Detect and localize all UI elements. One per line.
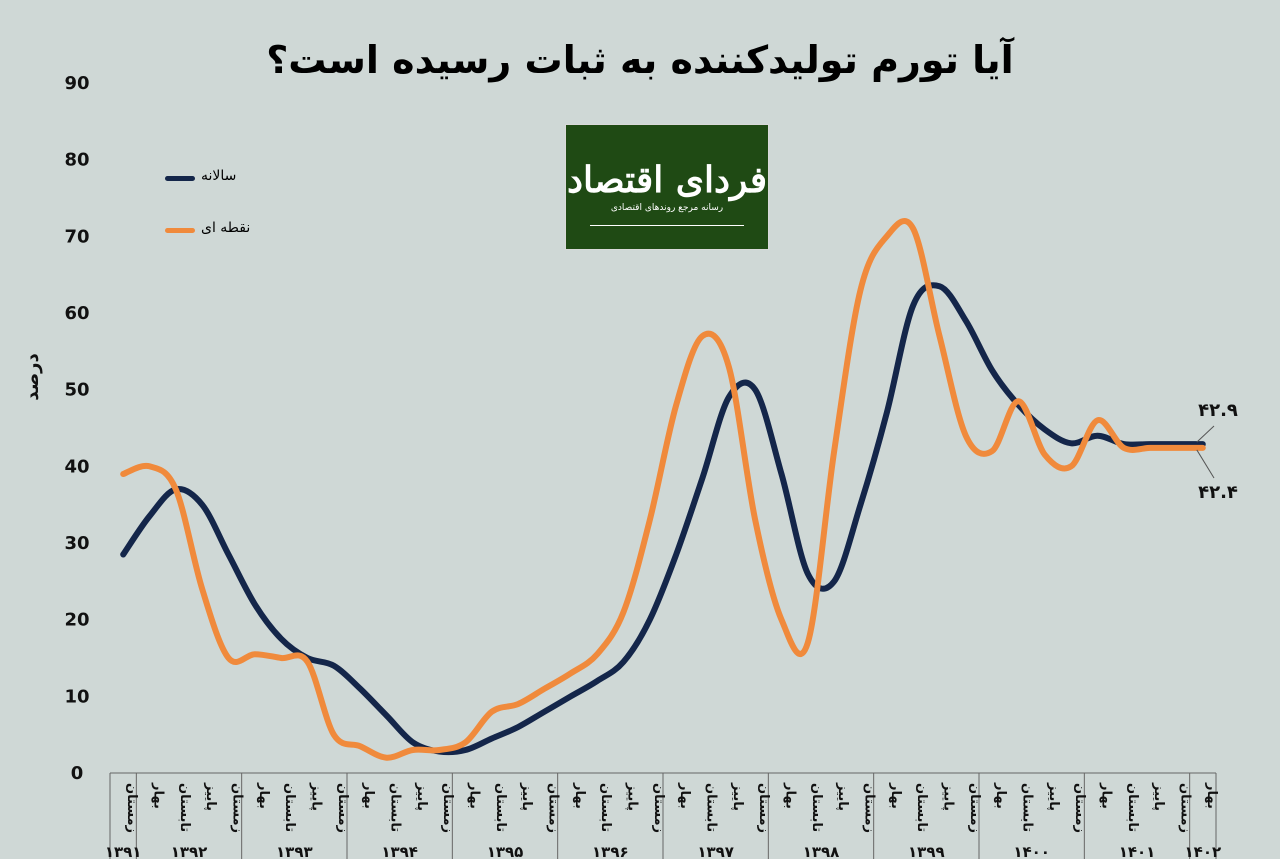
series-line-point — [120, 218, 1206, 761]
season-label: بهار — [256, 782, 271, 809]
season-label: تابستان — [914, 783, 929, 832]
season-label: تابستان — [704, 783, 719, 832]
season-label: بهار — [467, 782, 482, 809]
year-label: ۱۴۰۰ — [1013, 843, 1050, 859]
season-label: پاییز — [519, 782, 534, 811]
season-label: زمستان — [440, 783, 455, 833]
season-label: زمستان — [967, 783, 982, 833]
brand-logo: فردای اقتصاد رسانه مرجع روندهای اقتصادی — [565, 124, 769, 250]
season-label: پاییز — [414, 782, 429, 811]
year-label: ۱۴۰۱ — [1119, 843, 1156, 859]
year-label: ۱۳۹۹ — [908, 843, 945, 859]
year-label: ۱۴۰۲ — [1185, 843, 1222, 859]
season-label: تابستان — [282, 783, 297, 832]
y-tick-label: 10 — [64, 686, 89, 707]
season-label: بهار — [572, 782, 587, 809]
season-label: بهار — [677, 782, 692, 809]
season-label: زمستان — [862, 783, 877, 833]
season-label: بهار — [1099, 782, 1114, 809]
annotation-leader-annual — [1196, 425, 1215, 443]
season-label: زمستان — [1072, 783, 1087, 833]
y-tick-label: 50 — [64, 380, 89, 401]
season-label: تابستان — [493, 783, 508, 832]
season-label: زمستان — [230, 783, 245, 833]
logo-tagline: رسانه مرجع روندهای اقتصادی — [610, 203, 724, 213]
year-label: ۱۳۹۶ — [592, 843, 629, 859]
season-label: تابستان — [598, 783, 613, 832]
y-tick-label: 30 — [64, 533, 89, 554]
season-label: پاییز — [1151, 782, 1166, 811]
year-label: ۱۳۹۵ — [487, 843, 524, 859]
series-line-annual — [120, 282, 1206, 756]
season-label: بهار — [361, 782, 376, 809]
y-tick-label: 90 — [64, 73, 89, 94]
year-label: ۱۳۹۸ — [803, 843, 840, 859]
logo-rule — [590, 225, 744, 226]
season-label: زمستان — [546, 783, 561, 833]
annotation-point-last: ۴۲.۴ — [1198, 482, 1238, 503]
season-label: زمستان — [651, 783, 666, 833]
season-label: پاییز — [1046, 782, 1061, 811]
year-label: ۱۳۹۲ — [171, 843, 208, 859]
annotation-leader-point — [1196, 449, 1215, 479]
legend-label-annual: سالانه — [201, 168, 237, 184]
season-label: بهار — [151, 782, 166, 809]
season-label: پاییز — [625, 782, 640, 811]
legend-label-point: نقطه ای — [201, 220, 251, 236]
y-axis-title: درصد — [22, 353, 43, 401]
season-label: تابستان — [809, 783, 824, 832]
annotation-annual-last: ۴۲.۹ — [1198, 400, 1238, 421]
year-label: ۱۳۹۳ — [276, 843, 313, 859]
y-tick-label: 20 — [64, 610, 89, 631]
season-label: تابستان — [388, 783, 403, 832]
y-tick-label: 0 — [71, 763, 84, 784]
season-label: بهار — [993, 782, 1008, 809]
season-label: زمستان — [335, 783, 350, 833]
y-tick-label: 70 — [64, 226, 89, 247]
y-tick-label: 40 — [64, 456, 89, 477]
season-label: زمستان — [1178, 783, 1193, 833]
year-label: ۱۳۹۴ — [381, 843, 418, 859]
legend-swatch-point — [165, 228, 195, 233]
season-label: تابستان — [1020, 783, 1035, 832]
y-tick-label: 60 — [64, 303, 89, 324]
season-label: تابستان — [177, 783, 192, 832]
season-label: بهار — [888, 782, 903, 809]
season-label: پاییز — [941, 782, 956, 811]
legend-swatch-annual — [165, 176, 195, 181]
chart-title: آیا تورم تولیدکننده به ثبات رسیده است؟ — [266, 38, 1014, 82]
season-label: پاییز — [203, 782, 218, 811]
logo-wordmark: فردای اقتصاد — [566, 159, 768, 201]
season-label: تابستان — [1125, 783, 1140, 832]
season-label: زمستان — [756, 783, 771, 833]
season-label: زمستان — [124, 783, 139, 833]
season-label: پاییز — [309, 782, 324, 811]
season-label: پاییز — [730, 782, 745, 811]
season-label: پاییز — [835, 782, 850, 811]
y-tick-label: 80 — [64, 150, 89, 171]
year-label: ۱۳۹۷ — [697, 843, 734, 859]
season-label: بهار — [783, 782, 798, 809]
season-label: بهار — [1204, 782, 1219, 809]
year-label: ۱۳۹۱ — [105, 843, 142, 859]
